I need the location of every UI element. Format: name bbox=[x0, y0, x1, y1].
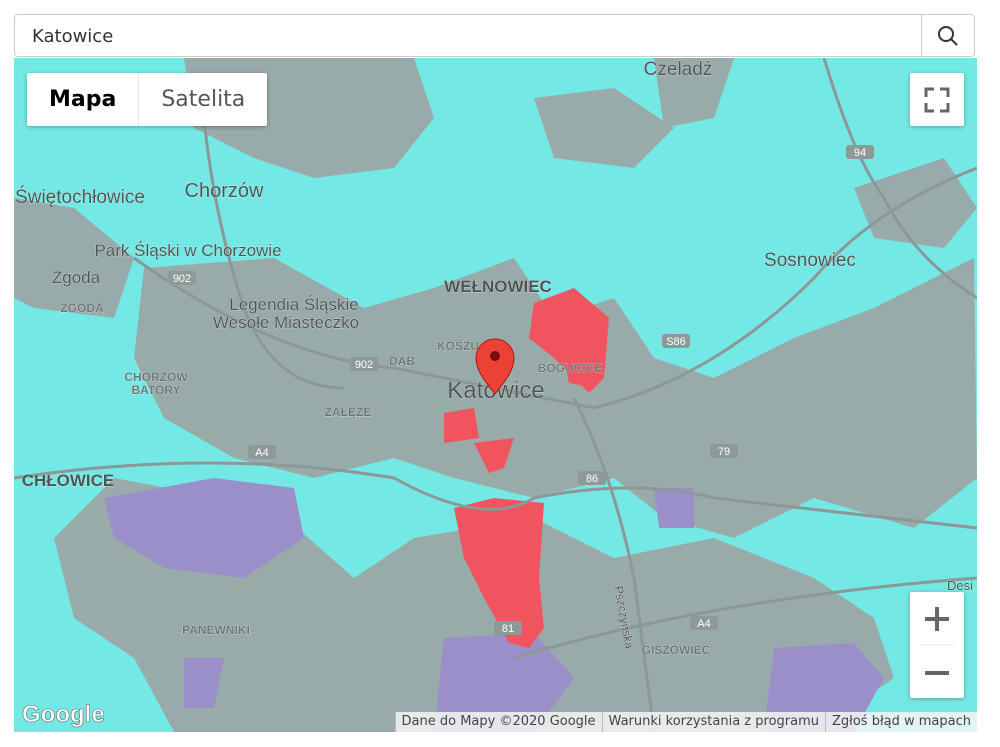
road-shield bbox=[578, 471, 606, 485]
place-label: Legendia Śląskie bbox=[229, 295, 358, 314]
place-label: Park Śląski w Chorzowie bbox=[94, 241, 281, 260]
road-shield bbox=[846, 145, 874, 159]
road-shield bbox=[710, 444, 738, 458]
fullscreen-icon bbox=[924, 87, 950, 113]
place-label: GISZOWIEC bbox=[642, 643, 711, 657]
map-footer: Dane do Mapy ©2020 Google Warunki korzyst… bbox=[394, 712, 977, 732]
place-label: CHŁOWICE bbox=[22, 471, 115, 490]
purple-areas bbox=[104, 478, 884, 732]
zoom-icons[interactable] bbox=[910, 592, 964, 698]
location-pin bbox=[475, 338, 515, 395]
road-number: 79 bbox=[718, 446, 730, 458]
google-logo: Google bbox=[22, 701, 105, 728]
road-number: 902 bbox=[173, 273, 191, 285]
red-areas bbox=[444, 288, 609, 648]
map-type-control: Mapa Satelita bbox=[27, 73, 268, 126]
place-label: DĄB bbox=[389, 354, 415, 368]
search-icon bbox=[938, 26, 958, 46]
place-label: Wesołe Miasteczko bbox=[213, 313, 359, 332]
zoom-control bbox=[910, 592, 964, 698]
map-canvas[interactable]: Czeladź Chorzów Świętochłowice Park Śląski … bbox=[14, 58, 977, 732]
map-type-option[interactable]: Mapa bbox=[27, 73, 140, 126]
place-label: WEŁNOWIEC bbox=[444, 277, 552, 296]
road-number: 902 bbox=[355, 359, 373, 371]
map[interactable]: Czeladź Chorzów Świętochłowice Park Śląski … bbox=[14, 58, 977, 732]
place-label: KOSZU bbox=[437, 339, 479, 353]
place-label: Czeladź bbox=[644, 59, 713, 80]
place-label: Świętochłowice bbox=[15, 186, 145, 208]
place-label: CHORZÓW bbox=[124, 369, 188, 384]
map-type-option[interactable]: Satelita bbox=[161, 87, 246, 112]
place-label: BOGUCICE bbox=[538, 361, 603, 375]
road-number: A4 bbox=[255, 447, 268, 459]
pin-dot bbox=[490, 351, 500, 361]
footer-link: Dane do Mapy ©2020 Google bbox=[394, 712, 602, 732]
footer-link[interactable]: Warunki korzystania z programu bbox=[601, 712, 825, 732]
place-label: Zgoda bbox=[52, 268, 101, 287]
roads bbox=[14, 58, 977, 732]
road-shield bbox=[494, 621, 522, 635]
road-number: 94 bbox=[854, 147, 866, 159]
road-number: A4 bbox=[697, 618, 710, 630]
place-label: Chorzów bbox=[185, 180, 264, 202]
road-shield bbox=[168, 271, 196, 285]
place-label: BATORY bbox=[131, 383, 180, 397]
road-number: 81 bbox=[502, 623, 514, 635]
road-shield bbox=[248, 445, 276, 459]
place-label: PANEWNIKI bbox=[182, 623, 250, 637]
road-shield bbox=[350, 357, 378, 371]
search-text[interactable]: Katowice bbox=[32, 26, 114, 47]
place-label: Desi bbox=[947, 578, 973, 593]
place-label: Sosnowiec bbox=[764, 250, 856, 271]
place-label: ZAŁĘŻE bbox=[325, 404, 372, 419]
road-shield bbox=[662, 334, 690, 348]
search-button[interactable] bbox=[921, 15, 974, 56]
place-label: ZGODA bbox=[60, 301, 104, 315]
road-number: S86 bbox=[666, 336, 686, 348]
road-shield bbox=[690, 616, 718, 630]
fullscreen-button[interactable] bbox=[910, 73, 964, 126]
search-box[interactable]: Katowice bbox=[14, 14, 975, 57]
footer-link[interactable]: Zgłoś błąd w mapach bbox=[824, 712, 977, 732]
road-number: 86 bbox=[586, 473, 598, 485]
